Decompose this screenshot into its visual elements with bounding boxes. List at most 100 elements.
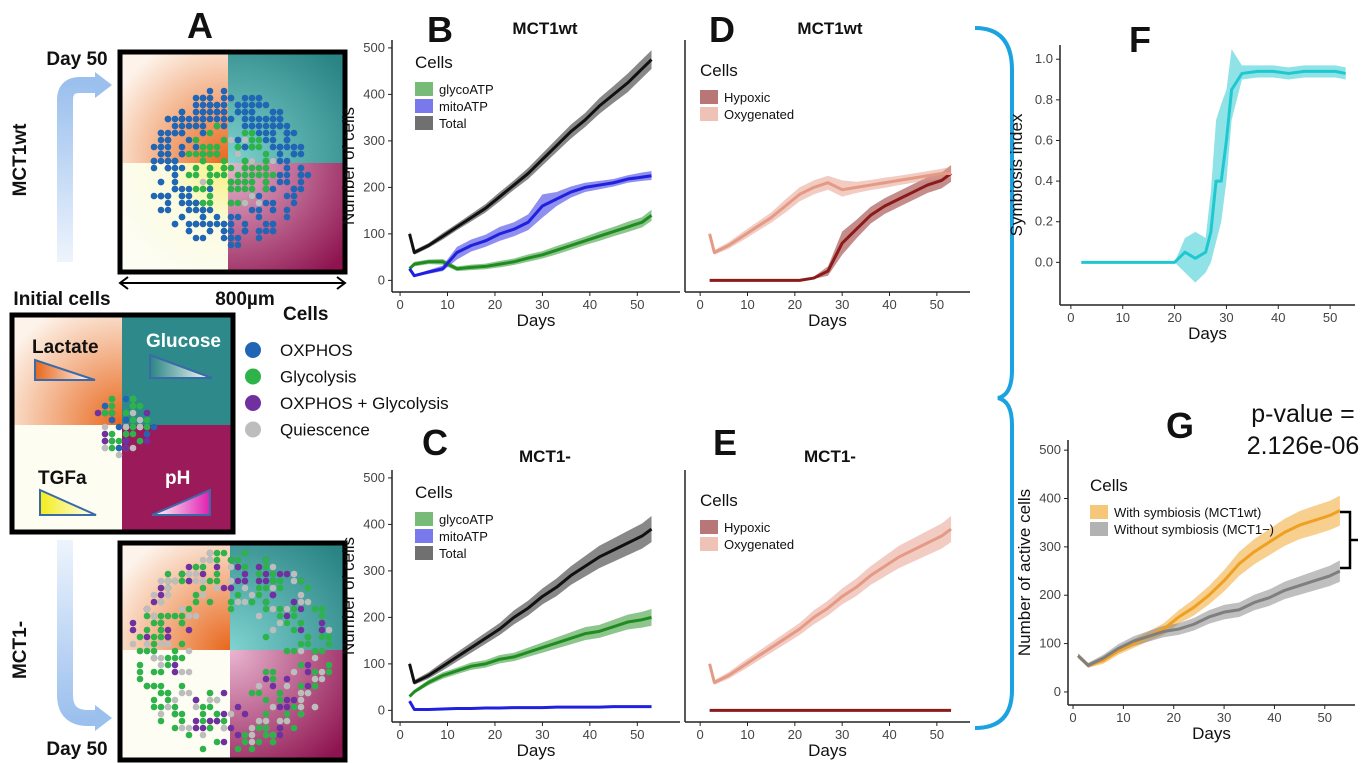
cell-dot: [269, 570, 277, 578]
arrow: [57, 540, 98, 726]
label: Initial cells: [13, 289, 110, 310]
cell-dot: [206, 227, 214, 235]
y-tick-label: 400: [363, 86, 385, 101]
cell-dot: [192, 577, 200, 585]
cell-dot: [255, 171, 263, 179]
cell-dot: [227, 724, 235, 732]
cell-dot: [269, 185, 277, 193]
cell-dot: [157, 612, 165, 620]
cell-dot: [297, 626, 305, 634]
cell-dot: [199, 115, 207, 123]
cell-dot: [248, 108, 256, 116]
band: [709, 166, 952, 255]
x-tick-label: 20: [788, 727, 802, 742]
cell-dot: [171, 724, 179, 732]
cell-dot: [157, 598, 165, 606]
cell-dot: [206, 129, 214, 137]
cell-cloud: [94, 87, 333, 753]
cell-dot: [143, 626, 151, 634]
gradient-label: pH: [165, 468, 190, 489]
cell-dot: [241, 101, 249, 109]
cell-dot: [185, 731, 193, 739]
cell-dot: [248, 738, 256, 746]
cell-dot: [248, 143, 256, 151]
cell-dot: [178, 115, 186, 123]
cell-dot: [192, 724, 200, 732]
line: [1077, 569, 1341, 667]
cell-dot: [255, 143, 263, 151]
cell-dot: [171, 122, 179, 130]
line: [408, 174, 652, 278]
cell-dot: [283, 703, 291, 711]
cell-dot: [290, 696, 298, 704]
x-tick-label: 10: [1116, 710, 1130, 725]
y-axis-label: Symbiosis index: [1007, 113, 1026, 236]
cell-dot: [262, 696, 270, 704]
cell-dot: [269, 738, 277, 746]
cell-dot: [157, 577, 165, 585]
cell-dot: [262, 122, 270, 130]
cell-dot: [157, 682, 165, 690]
y-tick-label: 100: [1039, 636, 1061, 651]
cell-dot: [220, 227, 228, 235]
cell-dot: [157, 192, 165, 200]
cell-dot: [227, 584, 235, 592]
cell-dot: [185, 689, 193, 697]
cell-dot: [290, 703, 298, 711]
legend-label: Without symbiosis (MCT1−): [1114, 522, 1274, 537]
legend-swatch: [415, 82, 433, 96]
cell-dot: [255, 227, 263, 235]
cell-dot: [241, 227, 249, 235]
cell-dot: [234, 136, 242, 144]
cell-dot: [150, 164, 158, 172]
cell-dot: [213, 122, 221, 130]
cell-dot: [213, 577, 221, 585]
cell-dot: [248, 164, 256, 172]
cell-dot: [297, 178, 305, 186]
cell-dot: [164, 654, 172, 662]
cell-dot: [297, 577, 305, 585]
y-axis-label: Number of cells: [339, 107, 358, 225]
cell-dot: [185, 199, 193, 207]
cell-dot: [241, 598, 249, 606]
x-axis-label: Days: [1188, 324, 1227, 343]
cell-dot: [192, 570, 200, 578]
cell-dot: [185, 724, 193, 732]
cell-dot: [213, 115, 221, 123]
cell-dot: [108, 409, 116, 417]
cell-dot: [241, 584, 249, 592]
cell-dot: [262, 101, 270, 109]
cell-dot: [178, 619, 186, 627]
cell-dot: [164, 570, 172, 578]
cell-dot: [164, 192, 172, 200]
cell-dot: [129, 409, 137, 417]
cell-dot: [213, 101, 221, 109]
y-tick-label: 500: [363, 470, 385, 485]
line: [408, 527, 653, 684]
x-tick-label: 20: [488, 297, 502, 312]
x-tick-label: 40: [882, 727, 896, 742]
cell-dot: [255, 591, 263, 599]
cell-dot: [283, 206, 291, 214]
cell-dot: [206, 185, 214, 193]
y-tick-label: 300: [1039, 539, 1061, 554]
y-tick-label: 400: [1039, 491, 1061, 506]
cell-dot: [269, 157, 277, 165]
cell-dot: [255, 689, 263, 697]
y-tick-label: 500: [363, 40, 385, 55]
y-tick-label: 300: [363, 133, 385, 148]
cell-dot: [157, 157, 165, 165]
cell-dot: [129, 444, 137, 452]
cell-dot: [234, 703, 242, 711]
cell-dot: [213, 717, 221, 725]
cell-dot: [178, 654, 186, 662]
cell-dot: [241, 157, 249, 165]
cell-dot: [150, 640, 158, 648]
cell-dot: [304, 682, 312, 690]
cell-dot: [178, 129, 186, 137]
legend-swatch: [700, 537, 718, 551]
cell-dot: [276, 171, 284, 179]
cell-dot: [143, 409, 151, 417]
cell-dot: [171, 577, 179, 585]
cell-dot: [262, 577, 270, 585]
